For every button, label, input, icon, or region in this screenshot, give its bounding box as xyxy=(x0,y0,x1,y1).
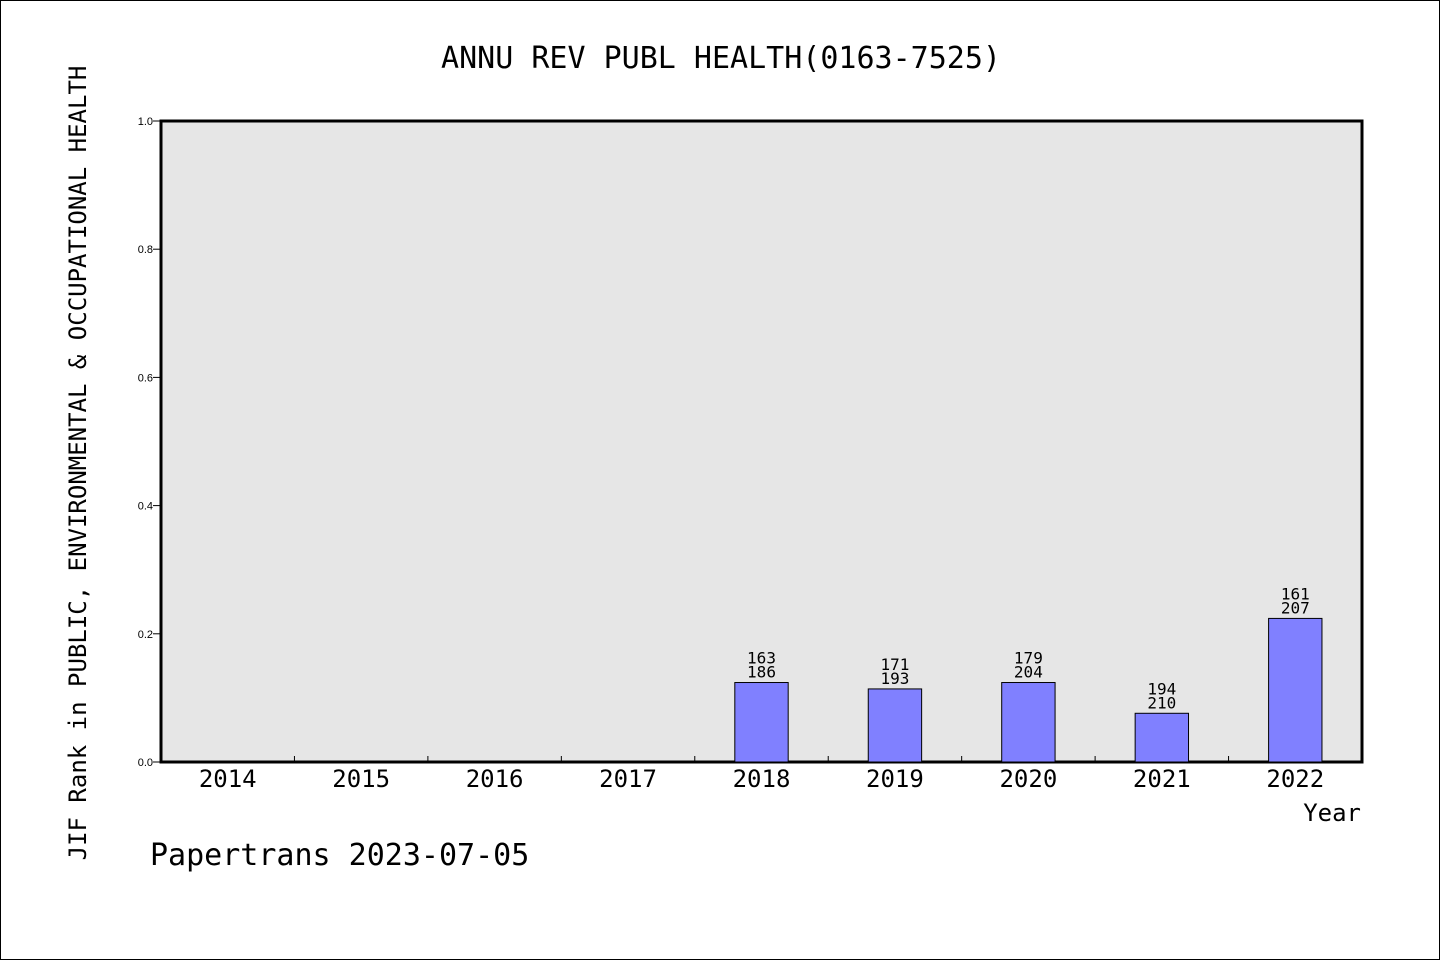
bar-label-total: 210 xyxy=(1147,693,1176,712)
x-tick-label: 2019 xyxy=(866,765,924,793)
bars xyxy=(734,617,1323,763)
bar-label-total: 204 xyxy=(1014,663,1043,682)
y-tick-label: 1.0 xyxy=(138,116,153,128)
bar-label-total: 186 xyxy=(747,663,776,682)
bar-label-rank: 194 xyxy=(1147,679,1176,698)
chart-title: ANNU REV PUBL HEALTH(0163-7525) xyxy=(441,41,1001,76)
x-tick-label: 2015 xyxy=(332,765,390,793)
y-tick-label: 0.0 xyxy=(138,757,153,769)
bar-label-rank: 163 xyxy=(747,649,776,668)
bar-label-total: 193 xyxy=(880,669,909,688)
bar-label-rank: 171 xyxy=(880,655,909,674)
x-tick-label: 2020 xyxy=(999,765,1057,793)
bar-label-total: 207 xyxy=(1281,598,1310,617)
y-axis: 0.0 0.2 0.4 0.6 0.8 1.0 xyxy=(138,116,161,769)
x-tick-label: 2016 xyxy=(466,765,524,793)
x-tick-label: 2022 xyxy=(1266,765,1324,793)
x-tick-label: 2017 xyxy=(599,765,657,793)
bar-2019 xyxy=(867,688,923,763)
bar-2018 xyxy=(734,682,789,763)
footer-credit: Papertrans 2023-07-05 xyxy=(150,838,529,873)
bar-2022 xyxy=(1268,617,1323,763)
x-tick-label: 2021 xyxy=(1133,765,1191,793)
y-tick-label: 0.2 xyxy=(138,629,153,641)
bar-2020 xyxy=(1001,682,1056,763)
x-tick-label: 2018 xyxy=(733,765,791,793)
x-tick-label: 2014 xyxy=(199,765,257,793)
x-axis-label: Year xyxy=(1303,799,1361,827)
bar-2021 xyxy=(1134,712,1190,763)
y-axis-label: JIF Rank in PUBLIC, ENVIRONMENTAL & OCCU… xyxy=(64,66,92,861)
y-tick-label: 0.4 xyxy=(138,501,153,513)
y-tick-label: 0.8 xyxy=(138,244,153,256)
bar-label-rank: 161 xyxy=(1281,584,1310,603)
plot-area xyxy=(159,119,1364,764)
x-axis: 2014 2015 2016 2017 2018 2019 2020 2021 2022 xyxy=(199,756,1324,793)
bar-label-rank: 179 xyxy=(1014,649,1043,668)
y-tick-label: 0.6 xyxy=(138,372,153,384)
